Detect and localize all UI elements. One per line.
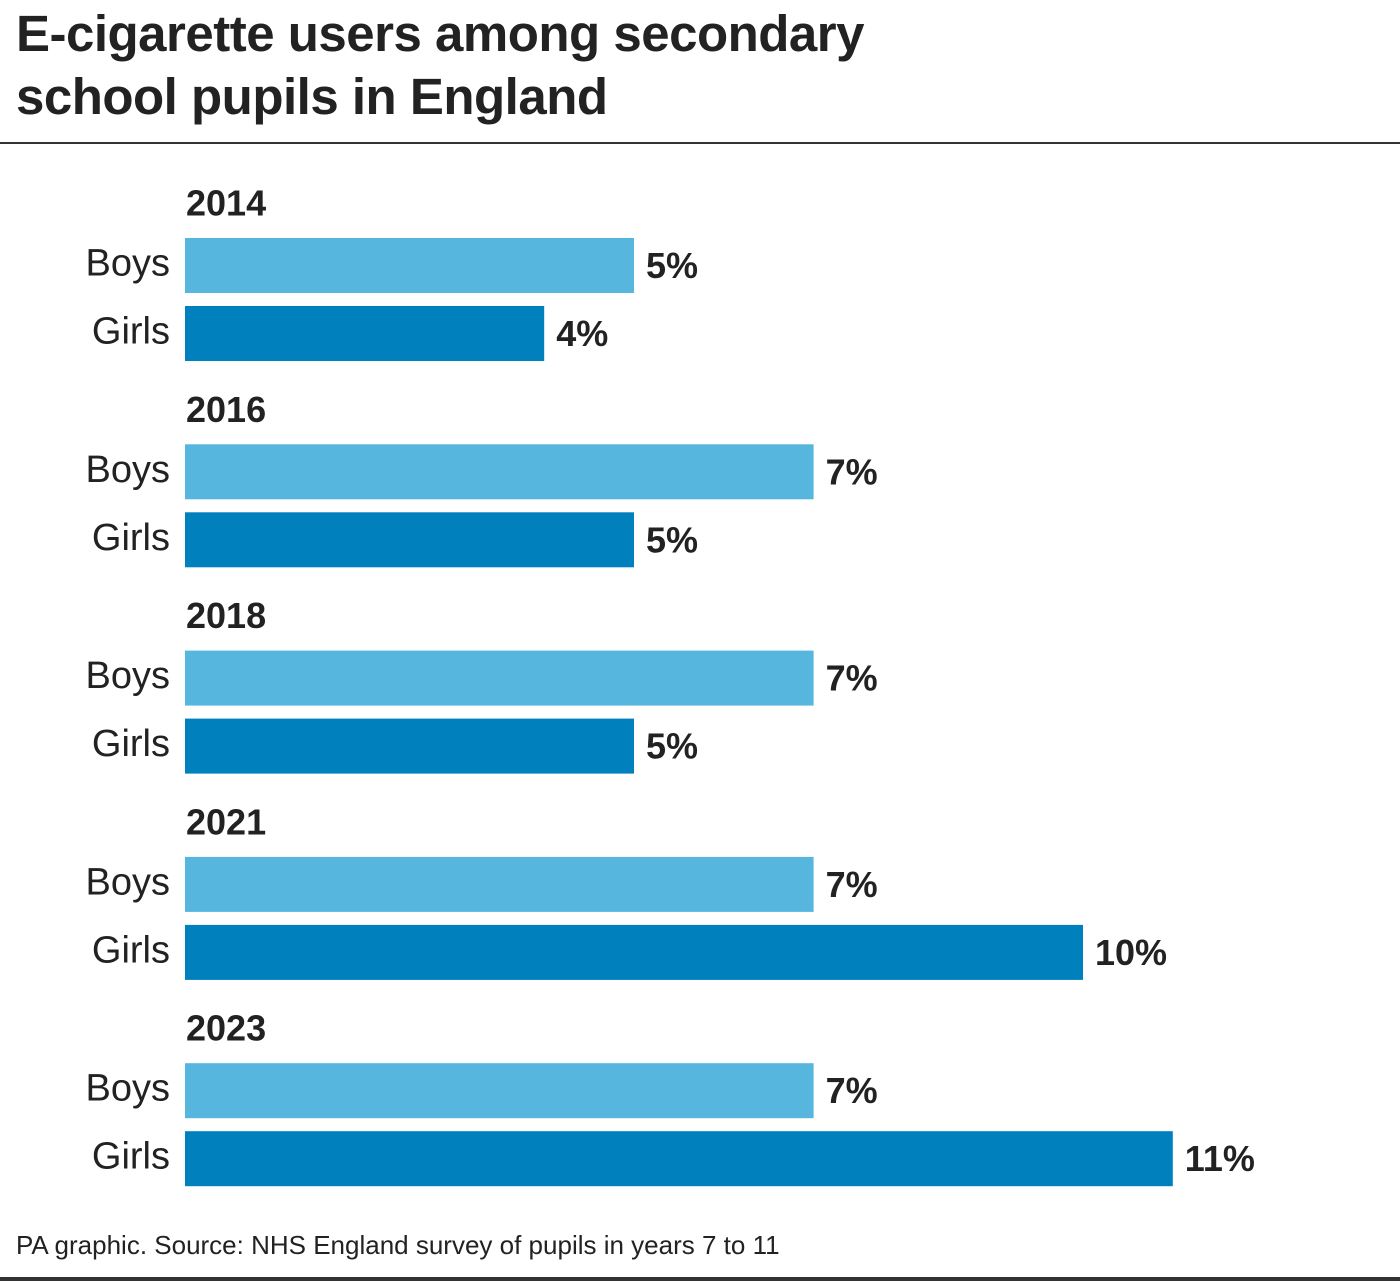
value-label: 5% bbox=[646, 245, 698, 286]
bar bbox=[185, 1131, 1173, 1187]
bar bbox=[185, 1063, 814, 1119]
row-label: Boys bbox=[86, 449, 170, 491]
bar bbox=[185, 924, 1083, 980]
group-label: 2018 bbox=[186, 595, 266, 636]
value-label: 7% bbox=[826, 658, 878, 699]
row-label: Girls bbox=[92, 929, 170, 971]
value-label: 7% bbox=[826, 1070, 878, 1111]
rule bbox=[0, 142, 1400, 144]
chart-title: E-cigarette users among secondary school… bbox=[16, 5, 865, 125]
group-label: 2021 bbox=[186, 801, 266, 842]
bar bbox=[185, 238, 634, 293]
row-label: Girls bbox=[92, 723, 170, 765]
value-label: 5% bbox=[646, 519, 698, 560]
value-label: 5% bbox=[646, 726, 698, 767]
bar bbox=[185, 718, 634, 774]
row-label: Girls bbox=[92, 311, 170, 353]
bar bbox=[185, 856, 814, 912]
value-label: 11% bbox=[1185, 1138, 1255, 1179]
bar bbox=[185, 650, 814, 706]
bar bbox=[185, 306, 545, 361]
group-label: 2023 bbox=[186, 1008, 266, 1049]
value-label: 7% bbox=[826, 451, 878, 492]
group-label: 2016 bbox=[186, 389, 266, 430]
rule bbox=[0, 1277, 1400, 1281]
group-label: 2014 bbox=[186, 183, 266, 224]
row-label: Boys bbox=[86, 655, 170, 697]
bar bbox=[185, 512, 634, 568]
value-label: 10% bbox=[1095, 932, 1167, 973]
bar bbox=[185, 444, 814, 500]
row-label: Girls bbox=[92, 1136, 170, 1178]
row-label: Boys bbox=[86, 1068, 170, 1110]
row-label: Boys bbox=[86, 861, 170, 903]
source: PA graphic. Source: NHS England survey o… bbox=[16, 1230, 780, 1260]
row-label: Girls bbox=[92, 517, 170, 559]
value-label: 7% bbox=[826, 864, 878, 905]
row-label: Boys bbox=[86, 243, 170, 285]
value-label: 4% bbox=[556, 313, 608, 354]
